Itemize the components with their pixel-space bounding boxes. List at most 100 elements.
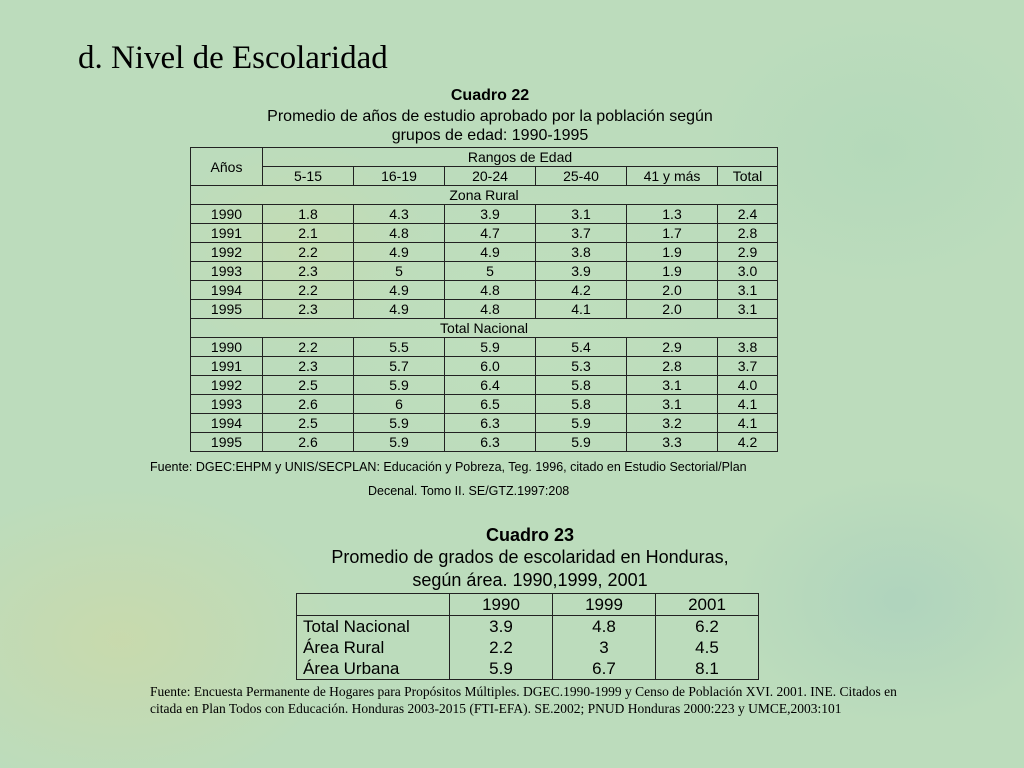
row-label: Área Rural [303, 638, 385, 657]
value-cell: 2.5 [262, 413, 354, 433]
value-cell: 6 [353, 394, 445, 414]
value-cell: 2.4 [717, 204, 778, 224]
value-cell: 4.1 [717, 413, 778, 433]
value-cell: 2.0 [626, 280, 718, 300]
value-cell: 3.1 [717, 299, 778, 319]
value-cell: 6.3 [444, 432, 536, 452]
value-cell: 8.1 [655, 658, 759, 680]
year-header: 2001 [655, 593, 759, 616]
value-cell: 5.9 [444, 337, 536, 357]
year-cell: 1994 [190, 413, 263, 433]
value-cell: 5 [444, 261, 536, 281]
value-cell: 3.8 [535, 242, 627, 262]
value-cell: 2.1 [262, 223, 354, 243]
value-cell: 4.8 [353, 223, 445, 243]
table-row: 1994 2.5 5.9 6.3 5.9 3.2 4.1 [190, 413, 778, 433]
section-header: Zona Rural [190, 185, 778, 205]
cuadro23-label: Cuadro 23 [485, 525, 575, 545]
value-cell: 6.3 [444, 413, 536, 433]
year-header: 1990 [449, 593, 553, 616]
ranges-header: Rangos de Edad [262, 147, 778, 167]
value-cell: 5.7 [353, 356, 445, 376]
table-row: 1993 2.6 6 6.5 5.8 3.1 4.1 [190, 394, 778, 414]
table-row: 1994 2.2 4.9 4.8 4.2 2.0 3.1 [190, 280, 778, 300]
cuadro23-subtitle-line2: según área. 1990,1999, 2001 [412, 570, 648, 590]
value-cell: 6.0 [444, 356, 536, 376]
value-cell: 3.0 [717, 261, 778, 281]
empty-corner [296, 593, 450, 616]
table-row: Total Nacional 3.9 4.8 6.2 [297, 615, 759, 637]
value-cell: 6.5 [444, 394, 536, 414]
year-cell: 1990 [190, 204, 263, 224]
value-cell: 4.9 [353, 242, 445, 262]
value-cell: 3.1 [626, 394, 718, 414]
value-cell: 5 [353, 261, 445, 281]
value-cell: 4.2 [535, 280, 627, 300]
value-cell: 2.2 [262, 280, 354, 300]
year-cell: 1994 [190, 280, 263, 300]
year-cell: 1995 [190, 432, 263, 452]
value-cell: 4.5 [655, 637, 759, 658]
table-row: 1993 2.3 5 5 3.9 1.9 3.0 [190, 261, 778, 281]
table-row: 1992 2.2 4.9 4.9 3.8 1.9 2.9 [190, 242, 778, 262]
cuadro22-table: Años Rangos de Edad 5-15 16-19 20-24 25-40 4… [190, 147, 778, 452]
value-cell: 6.4 [444, 375, 536, 395]
value-cell: 2.9 [626, 337, 718, 357]
year-cell: 1993 [190, 394, 263, 414]
column-header: 25-40 [535, 166, 627, 186]
value-cell: 4.8 [552, 615, 656, 637]
value-cell: 5.9 [353, 413, 445, 433]
value-cell: 2.2 [262, 337, 354, 357]
slide-title: d. Nivel de Escolaridad [78, 40, 388, 76]
value-cell: 6.2 [655, 615, 759, 637]
section-header: Total Nacional [190, 318, 778, 338]
cuadro22-source-line2: Decenal. Tomo II. SE/GTZ.1997:208 [368, 484, 570, 498]
value-cell: 5.9 [449, 658, 553, 680]
value-cell: 5.3 [535, 356, 627, 376]
value-cell: 4.0 [717, 375, 778, 395]
year-cell: 1993 [190, 261, 263, 281]
value-cell: 4.9 [353, 280, 445, 300]
value-cell: 5.8 [535, 394, 627, 414]
year-cell: 1990 [190, 337, 263, 357]
year-cell: 1991 [190, 223, 263, 243]
column-header: 41 y más [626, 166, 718, 186]
table-row: 1995 2.3 4.9 4.8 4.1 2.0 3.1 [190, 299, 778, 319]
value-cell: 5.9 [535, 432, 627, 452]
value-cell: 4.8 [444, 280, 536, 300]
table-row: 1991 2.3 5.7 6.0 5.3 2.8 3.7 [190, 356, 778, 376]
value-cell: 4.8 [444, 299, 536, 319]
value-cell: 2.2 [449, 637, 553, 658]
value-cell: 5.5 [353, 337, 445, 357]
row-label: Área Urbana [303, 659, 400, 678]
value-cell: 3 [552, 637, 656, 658]
table-row: 1992 2.5 5.9 6.4 5.8 3.1 4.0 [190, 375, 778, 395]
value-cell: 5.9 [353, 432, 445, 452]
value-cell: 2.6 [262, 394, 354, 414]
value-cell: 3.9 [535, 261, 627, 281]
cuadro22-source-line1: Fuente: DGEC:EHPM y UNIS/SECPLAN: Educac… [150, 460, 747, 474]
value-cell: 2.3 [262, 299, 354, 319]
year-cell: 1992 [190, 375, 263, 395]
years-header: Años [190, 147, 263, 186]
table-row: Área Urbana 5.9 6.7 8.1 [297, 658, 759, 680]
cuadro23-table: 1990 1999 2001 Total Nacional 3.9 4.8 6.2 Área … [296, 593, 759, 680]
cuadro23-subtitle-line1: Promedio de grados de escolaridad en Hon… [331, 547, 729, 567]
value-cell: 1.8 [262, 204, 354, 224]
table-row: 1990 2.2 5.5 5.9 5.4 2.9 3.8 [190, 337, 778, 357]
value-cell: 2.6 [262, 432, 354, 452]
value-cell: 3.1 [717, 280, 778, 300]
value-cell: 5.9 [535, 413, 627, 433]
value-cell: 1.3 [626, 204, 718, 224]
year-cell: 1991 [190, 356, 263, 376]
table-row: 1995 2.6 5.9 6.3 5.9 3.3 4.2 [190, 432, 778, 452]
column-header: 16-19 [353, 166, 445, 186]
year-header: 1999 [552, 593, 656, 616]
value-cell: 3.9 [444, 204, 536, 224]
value-cell: 5.9 [353, 375, 445, 395]
value-cell: 1.7 [626, 223, 718, 243]
cuadro22-label: Cuadro 22 [450, 87, 530, 104]
value-cell: 3.7 [717, 356, 778, 376]
year-cell: 1992 [190, 242, 263, 262]
value-cell: 4.7 [444, 223, 536, 243]
